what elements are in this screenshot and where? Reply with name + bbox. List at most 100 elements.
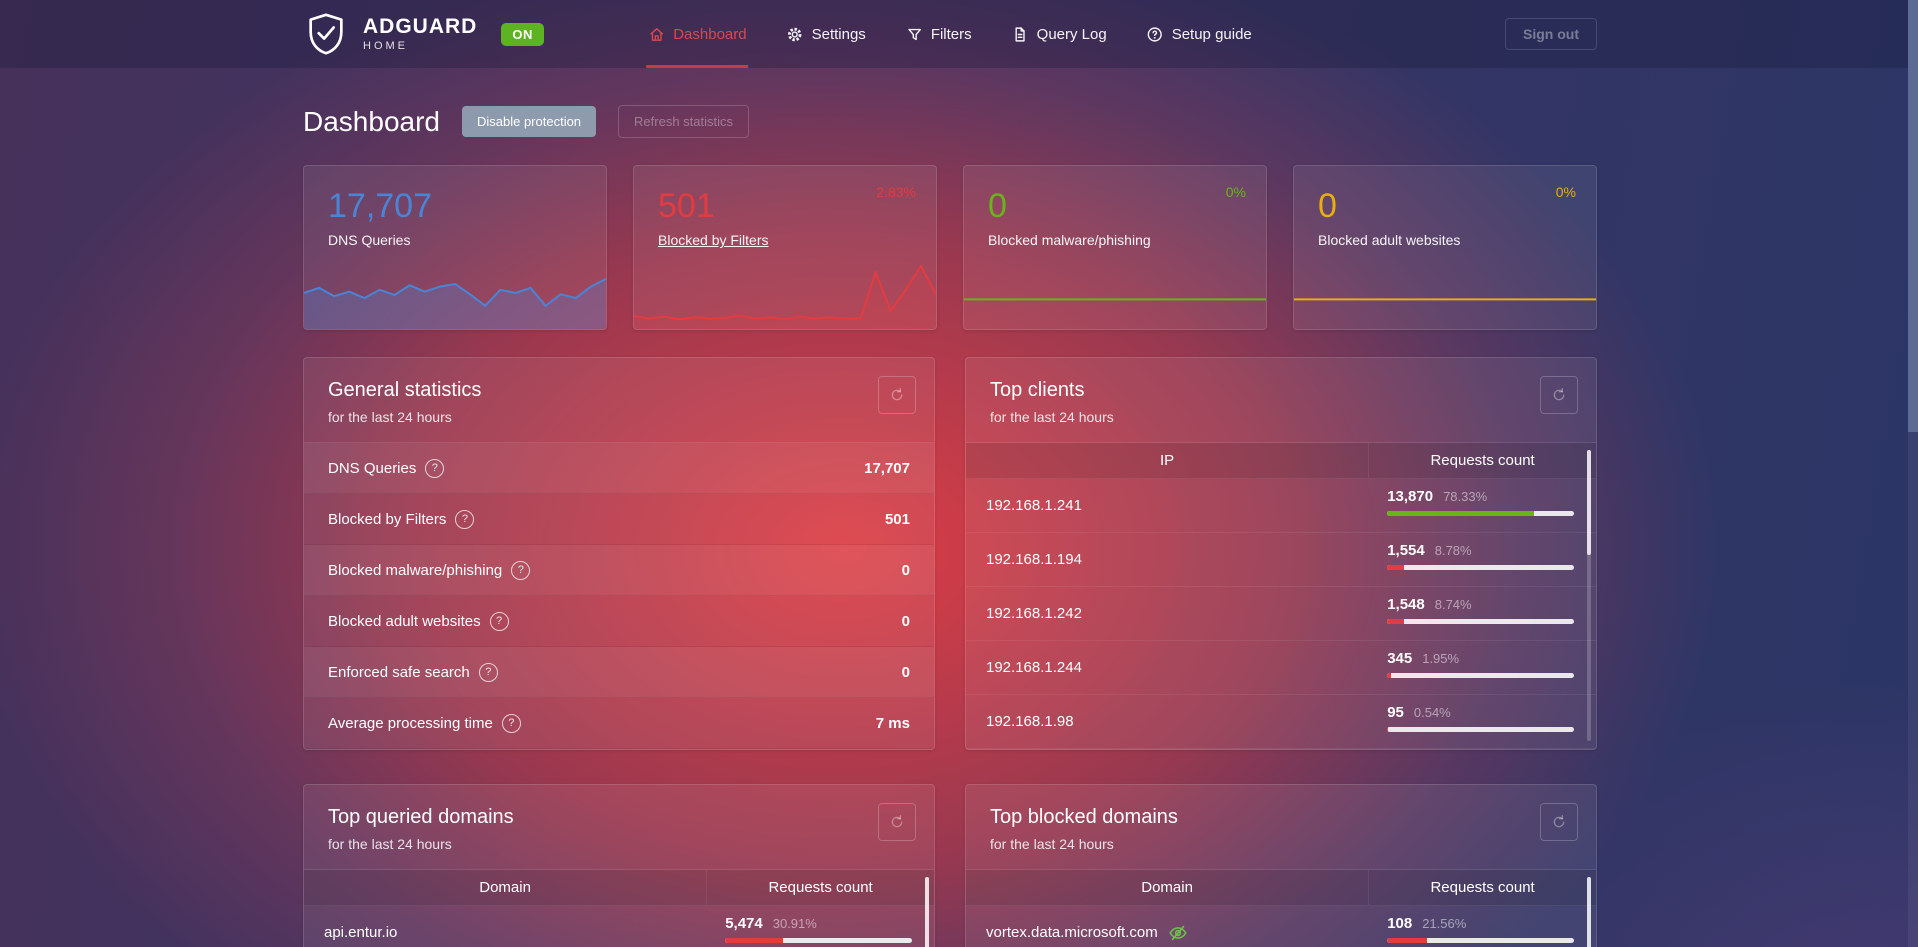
blocked-adult-label: Blocked adult websites bbox=[1318, 232, 1461, 249]
card-blocked-adult: 0 Blocked adult websites 0% bbox=[1293, 165, 1597, 330]
help-icon[interactable]: ? bbox=[455, 509, 475, 529]
stat-row: Blocked malware/phishing? 0 bbox=[304, 545, 934, 596]
stat-row: Average processing time? 7 ms bbox=[304, 698, 934, 749]
nav-item-query-log[interactable]: Query Log bbox=[1010, 0, 1109, 68]
brand-name: ADGUARD bbox=[363, 15, 478, 38]
panel-scrollbar[interactable] bbox=[1587, 877, 1591, 947]
eye-off-icon[interactable] bbox=[1167, 922, 1189, 944]
question-circle-icon bbox=[1148, 26, 1163, 42]
blocked-filters-link[interactable]: Blocked by Filters bbox=[658, 232, 769, 249]
nav-item-settings[interactable]: Settings bbox=[785, 0, 868, 68]
client-row: 192.168.1.98 95 0.54% bbox=[966, 695, 1596, 749]
column-header-requests-count[interactable]: Requests count bbox=[1430, 879, 1535, 896]
stat-row: Enforced safe search? 0 bbox=[304, 647, 934, 698]
client-row: 192.168.1.241 13,870 78.33% bbox=[966, 479, 1596, 533]
client-ip[interactable]: 192.168.1.98 bbox=[986, 713, 1074, 730]
help-icon[interactable]: ? bbox=[511, 560, 531, 580]
top-clients-refresh-button[interactable] bbox=[1540, 376, 1578, 414]
document-icon bbox=[1015, 26, 1026, 42]
dns-queries-label: DNS Queries bbox=[328, 232, 411, 249]
general-statistics-subtitle: for the last 24 hours bbox=[328, 409, 452, 425]
requests-bar bbox=[1387, 938, 1574, 943]
help-icon[interactable]: ? bbox=[425, 458, 445, 478]
requests-bar bbox=[1387, 565, 1574, 570]
blocked-adult-value: 0 bbox=[1318, 187, 1337, 225]
client-ip[interactable]: 192.168.1.241 bbox=[986, 497, 1082, 514]
blocked-filters-value: 501 bbox=[658, 187, 715, 225]
blocked-filters-sparkline bbox=[634, 257, 936, 329]
domain-row: api.entur.io 5,474 30.91% bbox=[304, 906, 934, 947]
card-blocked-malware: 0 Blocked malware/phishing 0% bbox=[963, 165, 1267, 330]
top-clients-title: Top clients bbox=[990, 379, 1085, 401]
client-row: 192.168.1.242 1,548 8.74% bbox=[966, 587, 1596, 641]
client-ip[interactable]: 192.168.1.242 bbox=[986, 605, 1082, 622]
top-clients-panel: Top clients for the last 24 hours IP Req… bbox=[965, 357, 1597, 750]
top-blocked-domains-panel: Top blocked domains for the last 24 hour… bbox=[965, 784, 1597, 947]
requests-bar bbox=[1387, 511, 1574, 516]
column-header-requests-count[interactable]: Requests count bbox=[768, 879, 873, 896]
blocked-malware-sparkline bbox=[964, 257, 1266, 329]
page-title: Dashboard bbox=[303, 105, 440, 137]
help-icon[interactable]: ? bbox=[478, 662, 498, 682]
help-icon[interactable]: ? bbox=[489, 611, 509, 631]
disable-protection-button[interactable]: Disable protection bbox=[461, 106, 597, 137]
refresh-icon bbox=[1553, 388, 1565, 401]
top-blocked-table-header: Domain Requests count bbox=[966, 870, 1596, 906]
refresh-icon bbox=[891, 388, 903, 401]
dns-queries-value: 17,707 bbox=[328, 187, 432, 225]
domain-row: vortex.data.microsoft.com 108 21.56% bbox=[966, 906, 1596, 947]
main-nav: Dashboard Settings Filters Query Log Set… bbox=[646, 0, 1254, 68]
blocked-malware-value: 0 bbox=[988, 187, 1007, 225]
stat-row: Blocked by Filters? 501 bbox=[304, 494, 934, 545]
refresh-statistics-button[interactable]: Refresh statistics bbox=[618, 105, 750, 138]
panel-scrollbar[interactable] bbox=[1587, 450, 1591, 741]
client-row: 192.168.1.194 1,554 8.78% bbox=[966, 533, 1596, 587]
requests-bar bbox=[1387, 673, 1574, 678]
nav-item-setup-guide[interactable]: Setup guide bbox=[1145, 0, 1254, 68]
column-header-requests-count[interactable]: Requests count bbox=[1430, 452, 1535, 469]
top-blocked-refresh-button[interactable] bbox=[1540, 803, 1578, 841]
help-icon[interactable]: ? bbox=[501, 713, 521, 733]
client-ip[interactable]: 192.168.1.194 bbox=[986, 551, 1082, 568]
general-statistics-title: General statistics bbox=[328, 379, 482, 401]
nav-item-dashboard[interactable]: Dashboard bbox=[646, 0, 749, 68]
sign-out-button[interactable]: Sign out bbox=[1505, 18, 1597, 50]
gear-icon bbox=[788, 27, 802, 41]
general-statistics-refresh-button[interactable] bbox=[878, 376, 916, 414]
card-blocked-by-filters: 501 Blocked by Filters 2.83% bbox=[633, 165, 937, 330]
refresh-icon bbox=[1553, 815, 1565, 828]
column-header-domain[interactable]: Domain bbox=[304, 870, 708, 905]
home-icon bbox=[650, 27, 664, 41]
queried-domain[interactable]: api.entur.io bbox=[324, 924, 398, 941]
blocked-malware-label: Blocked malware/phishing bbox=[988, 232, 1151, 249]
nav-item-filters[interactable]: Filters bbox=[904, 0, 974, 68]
blocked-malware-percent: 0% bbox=[1225, 184, 1246, 200]
shield-check-icon bbox=[309, 13, 343, 55]
content: Dashboard Disable protection Refresh sta… bbox=[303, 105, 1597, 947]
client-ip[interactable]: 192.168.1.244 bbox=[986, 659, 1082, 676]
refresh-icon bbox=[891, 815, 903, 828]
top-clients-rows: 192.168.1.241 13,870 78.33% 192.168.1.194… bbox=[966, 479, 1596, 749]
column-header-domain[interactable]: Domain bbox=[966, 870, 1370, 905]
top-queried-domains-panel: Top queried domains for the last 24 hour… bbox=[303, 784, 935, 947]
requests-bar bbox=[725, 938, 912, 943]
card-dns-queries: 17,707 DNS Queries bbox=[303, 165, 607, 330]
brand-logo[interactable]: ADGUARD HOME bbox=[303, 11, 477, 57]
protection-status-badge: ON bbox=[501, 22, 544, 46]
general-statistics-rows: DNS Queries? 17,707 Blocked by Filters? … bbox=[304, 443, 934, 749]
blocked-filters-percent: 2.83% bbox=[876, 184, 916, 200]
funnel-icon bbox=[907, 28, 921, 40]
top-clients-table-header: IP Requests count bbox=[966, 443, 1596, 479]
page-scrollbar[interactable] bbox=[1908, 0, 1918, 947]
requests-bar bbox=[1387, 619, 1574, 624]
panel-scrollbar[interactable] bbox=[925, 877, 929, 947]
top-queried-refresh-button[interactable] bbox=[878, 803, 916, 841]
top-queried-title: Top queried domains bbox=[328, 806, 514, 828]
page-scrollbar-thumb[interactable] bbox=[1908, 0, 1918, 432]
column-header-ip[interactable]: IP bbox=[966, 443, 1370, 478]
blocked-domain[interactable]: vortex.data.microsoft.com bbox=[986, 924, 1158, 941]
requests-bar bbox=[1387, 727, 1574, 732]
stat-row: Blocked adult websites? 0 bbox=[304, 596, 934, 647]
blocked-adult-sparkline bbox=[1294, 257, 1596, 329]
